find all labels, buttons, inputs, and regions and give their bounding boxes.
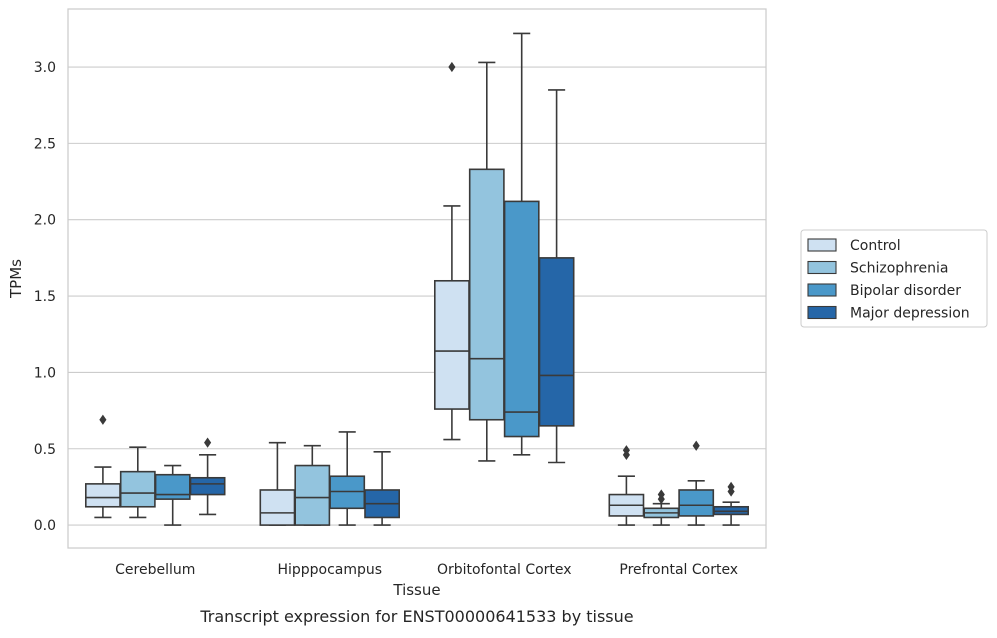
x-axis-label: Tissue	[392, 581, 440, 599]
box-3-1	[364, 451, 401, 526]
outlier-marker	[657, 489, 665, 500]
x-axis-ticks: Cerebellum Hipppocampus Orbitofontal Corte…	[115, 562, 738, 578]
x-tick-label: Orbitofontal Cortex	[437, 562, 572, 578]
box-0-3	[608, 445, 645, 526]
iqr-box	[503, 200, 540, 438]
box-2-0	[154, 464, 191, 526]
x-tick-label: Hipppocampus	[277, 562, 382, 578]
box-0-1	[259, 441, 296, 526]
grid-lines	[68, 66, 766, 526]
box-series	[84, 32, 750, 526]
iqr-box	[678, 489, 715, 517]
box-2-2	[503, 32, 540, 456]
iqr-box	[84, 483, 121, 508]
y-tick-label: 2.0	[34, 213, 56, 229]
legend-items: Control Schizophrenia Bipolar disorder Majo…	[807, 238, 970, 322]
legend-swatch	[807, 305, 837, 320]
plot-frame	[67, 8, 767, 549]
box-2-3	[678, 440, 715, 526]
iqr-box	[259, 489, 296, 526]
y-axis-ticks: 0.0 0.5 1.0 1.5 2.0 2.5 3.0	[34, 60, 56, 534]
legend-label: Bipolar disorder	[850, 283, 961, 299]
box-0-2	[433, 61, 470, 441]
legend-swatch	[807, 238, 837, 252]
legend-swatch	[807, 260, 837, 275]
outlier-marker	[99, 414, 107, 425]
legend-label: Control	[850, 238, 901, 254]
legend-swatch	[807, 283, 837, 297]
box-1-0	[119, 446, 156, 519]
box-1-1	[294, 444, 331, 526]
iqr-box	[119, 470, 156, 508]
legend-frame	[800, 229, 988, 328]
outlier-marker	[622, 445, 630, 456]
chart-caption: Transcript expression for ENST0000064153…	[199, 607, 633, 626]
y-axis-label: TPMs	[7, 259, 25, 299]
box-0-0	[84, 414, 121, 519]
y-tick-label: 3.0	[34, 60, 56, 76]
outlier-marker	[727, 481, 735, 493]
iqr-box	[189, 476, 226, 496]
y-tick-label: 1.5	[34, 289, 56, 305]
iqr-box	[538, 257, 575, 427]
box-1-2	[468, 61, 505, 462]
box-2-1	[329, 431, 366, 526]
box-3-2	[538, 89, 575, 464]
box-3-3	[713, 481, 750, 526]
iqr-box	[468, 168, 505, 421]
outlier-marker	[448, 61, 456, 73]
y-tick-label: 0.0	[34, 518, 56, 534]
iqr-box	[294, 464, 331, 526]
y-tick-label: 0.5	[34, 442, 56, 458]
legend-label: Major depression	[850, 306, 970, 322]
legend-label: Schizophrenia	[850, 261, 948, 277]
x-tick-label: Prefrontal Cortex	[619, 562, 738, 578]
legend: Control Schizophrenia Bipolar disorder Majo…	[800, 229, 988, 328]
x-tick-label: Cerebellum	[115, 562, 195, 578]
iqr-box	[433, 279, 470, 410]
box-3-0	[189, 437, 226, 516]
box-1-3	[643, 489, 680, 526]
iqr-box	[154, 473, 191, 500]
outlier-marker	[204, 437, 212, 448]
y-tick-label: 1.0	[34, 365, 56, 381]
outlier-marker	[692, 440, 700, 451]
y-tick-label: 2.5	[34, 136, 56, 152]
